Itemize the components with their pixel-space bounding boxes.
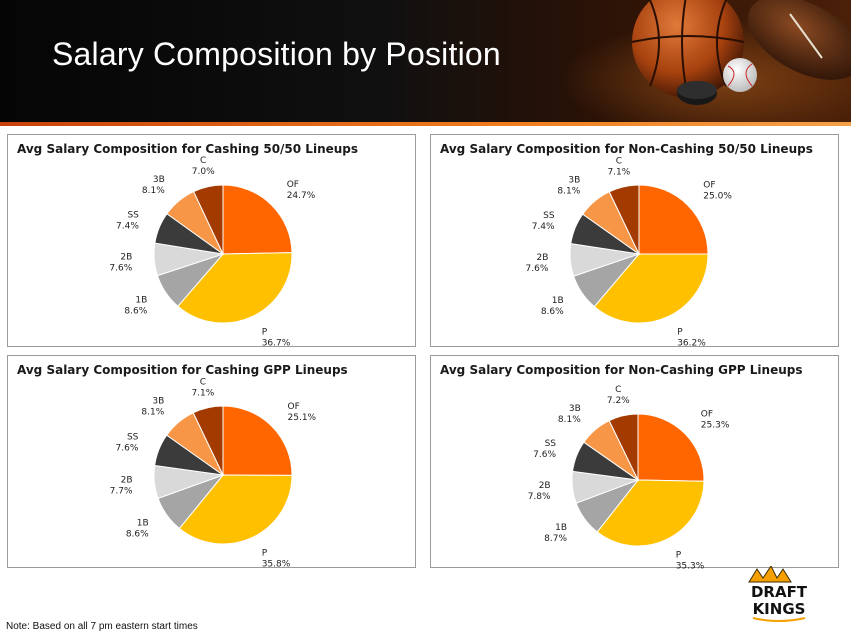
slice-category-label: OF [287, 180, 299, 190]
slice-category-label: P [677, 328, 683, 338]
slice-value-label: 24.7% [287, 191, 316, 201]
slice-category-label: P [676, 551, 682, 561]
slice-value-label: 7.6% [116, 444, 139, 454]
slice-category-label: SS [127, 433, 139, 443]
pie-slice-p [178, 474, 293, 545]
slice-value-label: 25.3% [701, 420, 730, 430]
slice-category-label: 1B [552, 296, 564, 306]
pie-slice-c [192, 184, 224, 255]
slice-value-label: 36.7% [262, 338, 291, 348]
slice-category-label: C [200, 156, 206, 166]
chart-panel-cashing-5050: Avg Salary Composition for Cashing 50/50… [7, 134, 416, 348]
pie-slice-c [608, 413, 639, 481]
pie-slice-of [638, 184, 709, 255]
chart-title: Avg Salary Composition for Cashing 50/50… [17, 142, 359, 156]
slice-value-label: 8.6% [541, 307, 564, 317]
slice-value-label: 7.4% [532, 222, 555, 232]
slice-value-label: 25.1% [288, 413, 317, 423]
slice-value-label: 7.1% [607, 167, 630, 177]
chart-panel-cashing-gpp: Avg Salary Composition for Cashing GPP L… [7, 355, 416, 569]
slice-category-label: 3B [569, 404, 581, 414]
slice-category-label: C [615, 385, 621, 395]
slice-category-label: 3B [568, 175, 580, 185]
pie-slice-p [177, 252, 293, 324]
slice-value-label: 7.1% [191, 388, 214, 398]
slice-category-label: 2B [121, 475, 133, 485]
slice-category-label: OF [703, 181, 715, 191]
slice-value-label: 7.8% [528, 492, 551, 502]
slice-category-label: 3B [152, 396, 164, 406]
page-title: Salary Composition by Position [52, 36, 501, 72]
slice-category-label: SS [127, 210, 139, 220]
chart-title: Avg Salary Composition for Non-Cashing 5… [440, 142, 813, 156]
draftkings-logo: DRAFT KINGS [748, 566, 808, 622]
slice-category-label: P [262, 327, 268, 337]
pie-slice-p [593, 253, 709, 324]
slice-value-label: 8.1% [558, 415, 581, 425]
slice-value-label: 8.1% [142, 186, 165, 196]
header-stripe [0, 122, 851, 126]
slice-category-label: 2B [539, 481, 551, 491]
slice-value-label: 7.0% [192, 167, 215, 177]
slice-value-label: 7.6% [533, 450, 556, 460]
chart-panel-non-cashing-5050: Avg Salary Composition for Non-Cashing 5… [430, 134, 839, 348]
chart-panel-non-cashing-gpp: Avg Salary Composition for Non-Cashing G… [430, 355, 839, 570]
footnote: Note: Based on all 7 pm eastern start ti… [6, 621, 198, 632]
slice-category-label: 2B [120, 252, 132, 262]
slice-category-label: OF [701, 409, 713, 419]
slice-category-label: C [200, 377, 206, 387]
slice-category-label: 2B [536, 253, 548, 263]
slice-value-label: 7.4% [116, 221, 139, 231]
pie-slice-of [222, 184, 293, 255]
logo-text-top: DRAFT [751, 583, 808, 601]
logo-text-bottom: KINGS [753, 600, 806, 618]
slice-value-label: 8.7% [544, 534, 567, 544]
slice-category-label: 1B [555, 523, 567, 533]
slice-category-label: OF [288, 402, 300, 412]
chart-title: Avg Salary Composition for Non-Cashing G… [440, 363, 803, 377]
header-banner: Salary Composition by Position [0, 0, 851, 122]
slice-value-label: 7.6% [526, 264, 549, 274]
pie-slice-c [192, 405, 224, 476]
slice-value-label: 35.3% [676, 562, 705, 570]
chart-title: Avg Salary Composition for Cashing GPP L… [17, 363, 348, 377]
slice-value-label: 8.1% [141, 407, 164, 417]
sports-balls-image [560, 0, 851, 122]
slice-value-label: 7.7% [110, 486, 133, 496]
slice-value-label: 8.6% [126, 530, 149, 540]
slice-category-label: 3B [153, 175, 165, 185]
slice-value-label: 35.8% [262, 559, 291, 569]
slice-value-label: 7.6% [109, 263, 132, 273]
slice-category-label: C [616, 156, 622, 166]
pie-slice-of [222, 405, 293, 476]
slice-value-label: 7.2% [607, 396, 630, 406]
pie-slice-p [596, 479, 705, 547]
slice-category-label: SS [545, 439, 557, 449]
slice-category-label: SS [543, 211, 555, 221]
pie-slice-c [608, 184, 640, 255]
slice-value-label: 36.2% [677, 339, 706, 348]
slice-category-label: 1B [135, 296, 147, 306]
slice-category-label: P [262, 548, 268, 558]
pie-slice-of [637, 413, 705, 482]
slice-category-label: 1B [137, 519, 149, 529]
slice-value-label: 25.0% [703, 192, 732, 202]
slice-value-label: 8.1% [557, 186, 580, 196]
slice-value-label: 8.6% [124, 307, 147, 317]
